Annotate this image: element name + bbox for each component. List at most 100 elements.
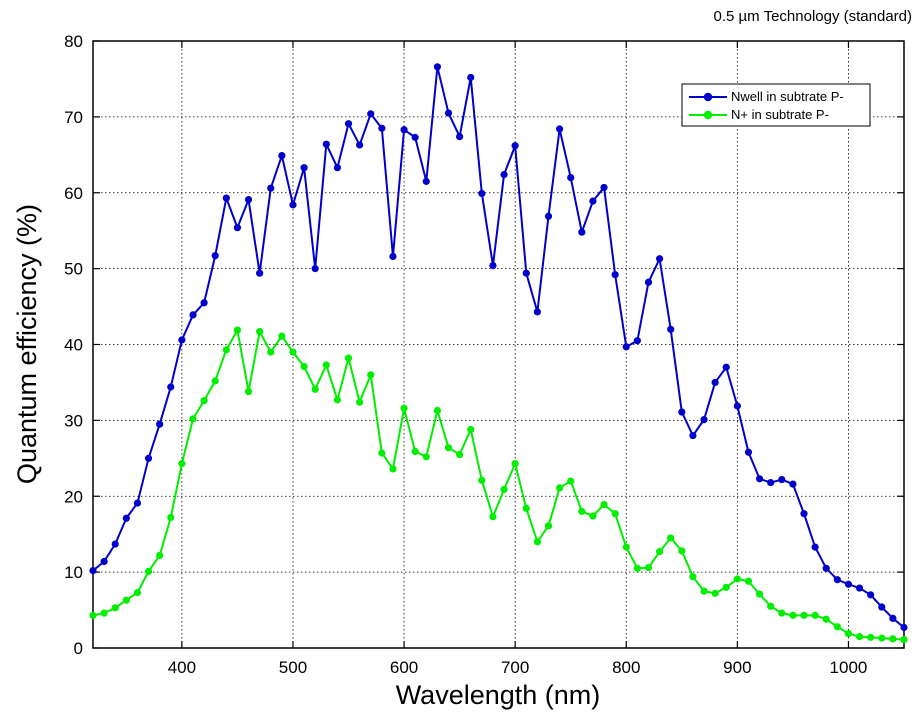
- data-point: [189, 415, 197, 423]
- legend-box: [681, 83, 871, 127]
- data-point: [222, 194, 230, 202]
- data-point: [655, 255, 664, 263]
- data-point: [644, 278, 653, 286]
- data-point: [133, 499, 142, 507]
- data-point: [778, 609, 786, 617]
- annotation: 0.5 µm Technology (standard): [714, 8, 912, 25]
- data-point: [467, 73, 475, 82]
- data-point: [667, 325, 675, 333]
- legend: Nwell in subtrate P- N+ in subtrate P-: [681, 83, 871, 127]
- data-point: [700, 416, 708, 424]
- y-tick-label: 80: [64, 32, 83, 51]
- data-point: [122, 596, 130, 604]
- data-point: [511, 460, 519, 468]
- data-point: [167, 513, 175, 522]
- data-point: [189, 311, 197, 319]
- y-tick-label: 10: [64, 563, 83, 582]
- data-point: [400, 404, 408, 412]
- data-point: [400, 126, 408, 134]
- data-point: [267, 184, 275, 192]
- data-point: [800, 611, 808, 619]
- data-point: [533, 538, 541, 546]
- data-point: [344, 354, 353, 362]
- legend-marker-nplus: [703, 110, 713, 120]
- data-point: [289, 201, 297, 209]
- data-point: [244, 195, 253, 204]
- data-point: [411, 447, 419, 456]
- data-point: [722, 583, 730, 591]
- series-layer: [89, 63, 908, 644]
- data-point: [755, 590, 764, 598]
- data-point: [844, 580, 853, 588]
- data-point: [211, 377, 219, 385]
- data-point: [144, 567, 153, 575]
- data-point: [744, 577, 753, 585]
- data-point: [367, 110, 375, 118]
- data-point: [133, 589, 142, 597]
- data-point: [444, 444, 453, 452]
- data-point: [578, 228, 586, 236]
- data-point: [278, 332, 286, 340]
- y-tick-label: 50: [64, 260, 83, 279]
- data-point: [356, 398, 364, 406]
- data-point: [500, 485, 508, 494]
- data-point: [111, 540, 119, 548]
- data-point: [655, 548, 664, 556]
- data-point: [278, 151, 286, 160]
- data-point: [600, 501, 608, 509]
- data-point: [800, 510, 808, 518]
- data-point: [311, 385, 319, 393]
- data-point: [444, 109, 453, 117]
- data-point: [811, 543, 819, 551]
- series-nplus: [89, 326, 908, 644]
- data-point: [167, 383, 175, 391]
- data-point: [556, 484, 564, 492]
- data-point: [200, 299, 208, 307]
- data-point: [567, 173, 575, 182]
- data-point: [100, 557, 108, 566]
- data-point: [544, 522, 553, 530]
- data-point: [422, 177, 430, 185]
- data-point: [722, 363, 730, 371]
- data-point: [256, 328, 264, 336]
- data-point: [633, 337, 641, 345]
- data-point: [522, 504, 530, 512]
- data-point: [233, 224, 242, 232]
- data-point: [289, 348, 297, 356]
- data-point: [622, 343, 630, 351]
- data-point: [900, 636, 908, 644]
- data-point: [833, 623, 841, 631]
- data-point: [311, 265, 319, 273]
- data-point: [633, 564, 641, 572]
- y-axis-title: Quantum efficiency (%): [12, 204, 42, 484]
- y-tick-label: 60: [64, 184, 83, 203]
- x-tick-label: 500: [279, 658, 307, 677]
- data-point: [855, 633, 864, 641]
- data-point: [233, 326, 242, 334]
- data-point: [611, 271, 619, 279]
- data-point: [356, 141, 364, 149]
- data-point: [211, 252, 219, 260]
- data-point: [300, 164, 308, 172]
- data-point: [889, 635, 897, 643]
- x-tick-label: 700: [501, 658, 529, 677]
- data-point: [300, 362, 308, 371]
- data-point: [222, 346, 230, 354]
- data-point: [900, 623, 908, 632]
- legend-label-nplus: N+ in subtrate P-: [731, 107, 829, 122]
- data-point: [711, 378, 719, 387]
- data-point: [855, 584, 864, 592]
- data-point: [156, 551, 164, 560]
- data-point: [111, 604, 119, 612]
- data-point: [767, 478, 775, 487]
- data-point: [667, 534, 675, 542]
- data-point: [344, 120, 353, 128]
- data-point: [389, 252, 397, 261]
- data-point: [700, 587, 708, 595]
- data-point: [156, 420, 164, 428]
- data-point: [878, 603, 886, 611]
- data-point: [744, 448, 753, 456]
- data-point: [578, 507, 586, 516]
- data-point: [333, 396, 342, 404]
